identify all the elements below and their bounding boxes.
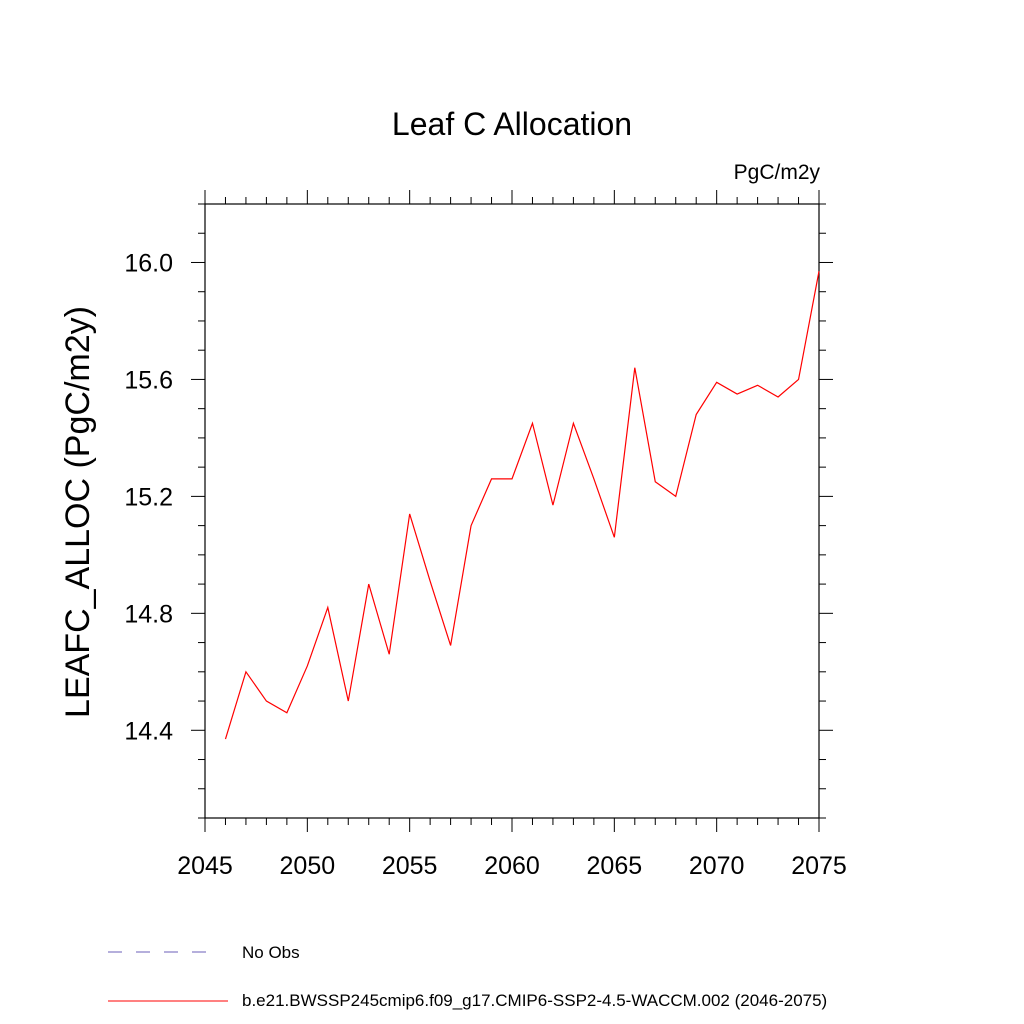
series-line bbox=[224, 271, 820, 740]
x-tick-label: 2070 bbox=[689, 852, 745, 880]
x-tick-label: 2050 bbox=[280, 852, 336, 880]
legend: No Obs b.e21.BWSSP245cmip6.f09_g17.CMIP6… bbox=[108, 943, 827, 1010]
y-tick-label: 15.2 bbox=[124, 483, 173, 511]
chart-title: Leaf C Allocation bbox=[392, 106, 632, 142]
axis-ticks bbox=[191, 190, 833, 832]
y-tick-label: 14.4 bbox=[124, 717, 173, 745]
legend-label-model: b.e21.BWSSP245cmip6.f09_g17.CMIP6-SSP2-4… bbox=[242, 991, 827, 1010]
y-axis-label: LEAFC_ALLOC (PgC/m2y) bbox=[59, 306, 97, 718]
y-tick-label: 15.6 bbox=[124, 366, 173, 394]
y-tick-label: 16.0 bbox=[124, 249, 173, 277]
units-label: PgC/m2y bbox=[734, 161, 821, 184]
plot-area-frame bbox=[204, 203, 820, 819]
x-tick-label: 2045 bbox=[177, 852, 233, 880]
axis-tick-labels: 2045 2050 2055 2060 2065 2070 2075 14.4 14.8 15.2… bbox=[124, 249, 846, 880]
y-tick-label: 14.8 bbox=[124, 600, 173, 628]
series-layer bbox=[224, 271, 820, 740]
x-tick-label: 2060 bbox=[484, 852, 540, 880]
x-tick-label: 2075 bbox=[791, 852, 847, 880]
x-tick-label: 2065 bbox=[587, 852, 643, 880]
legend-label-no-obs: No Obs bbox=[242, 943, 300, 962]
x-tick-label: 2055 bbox=[382, 852, 438, 880]
